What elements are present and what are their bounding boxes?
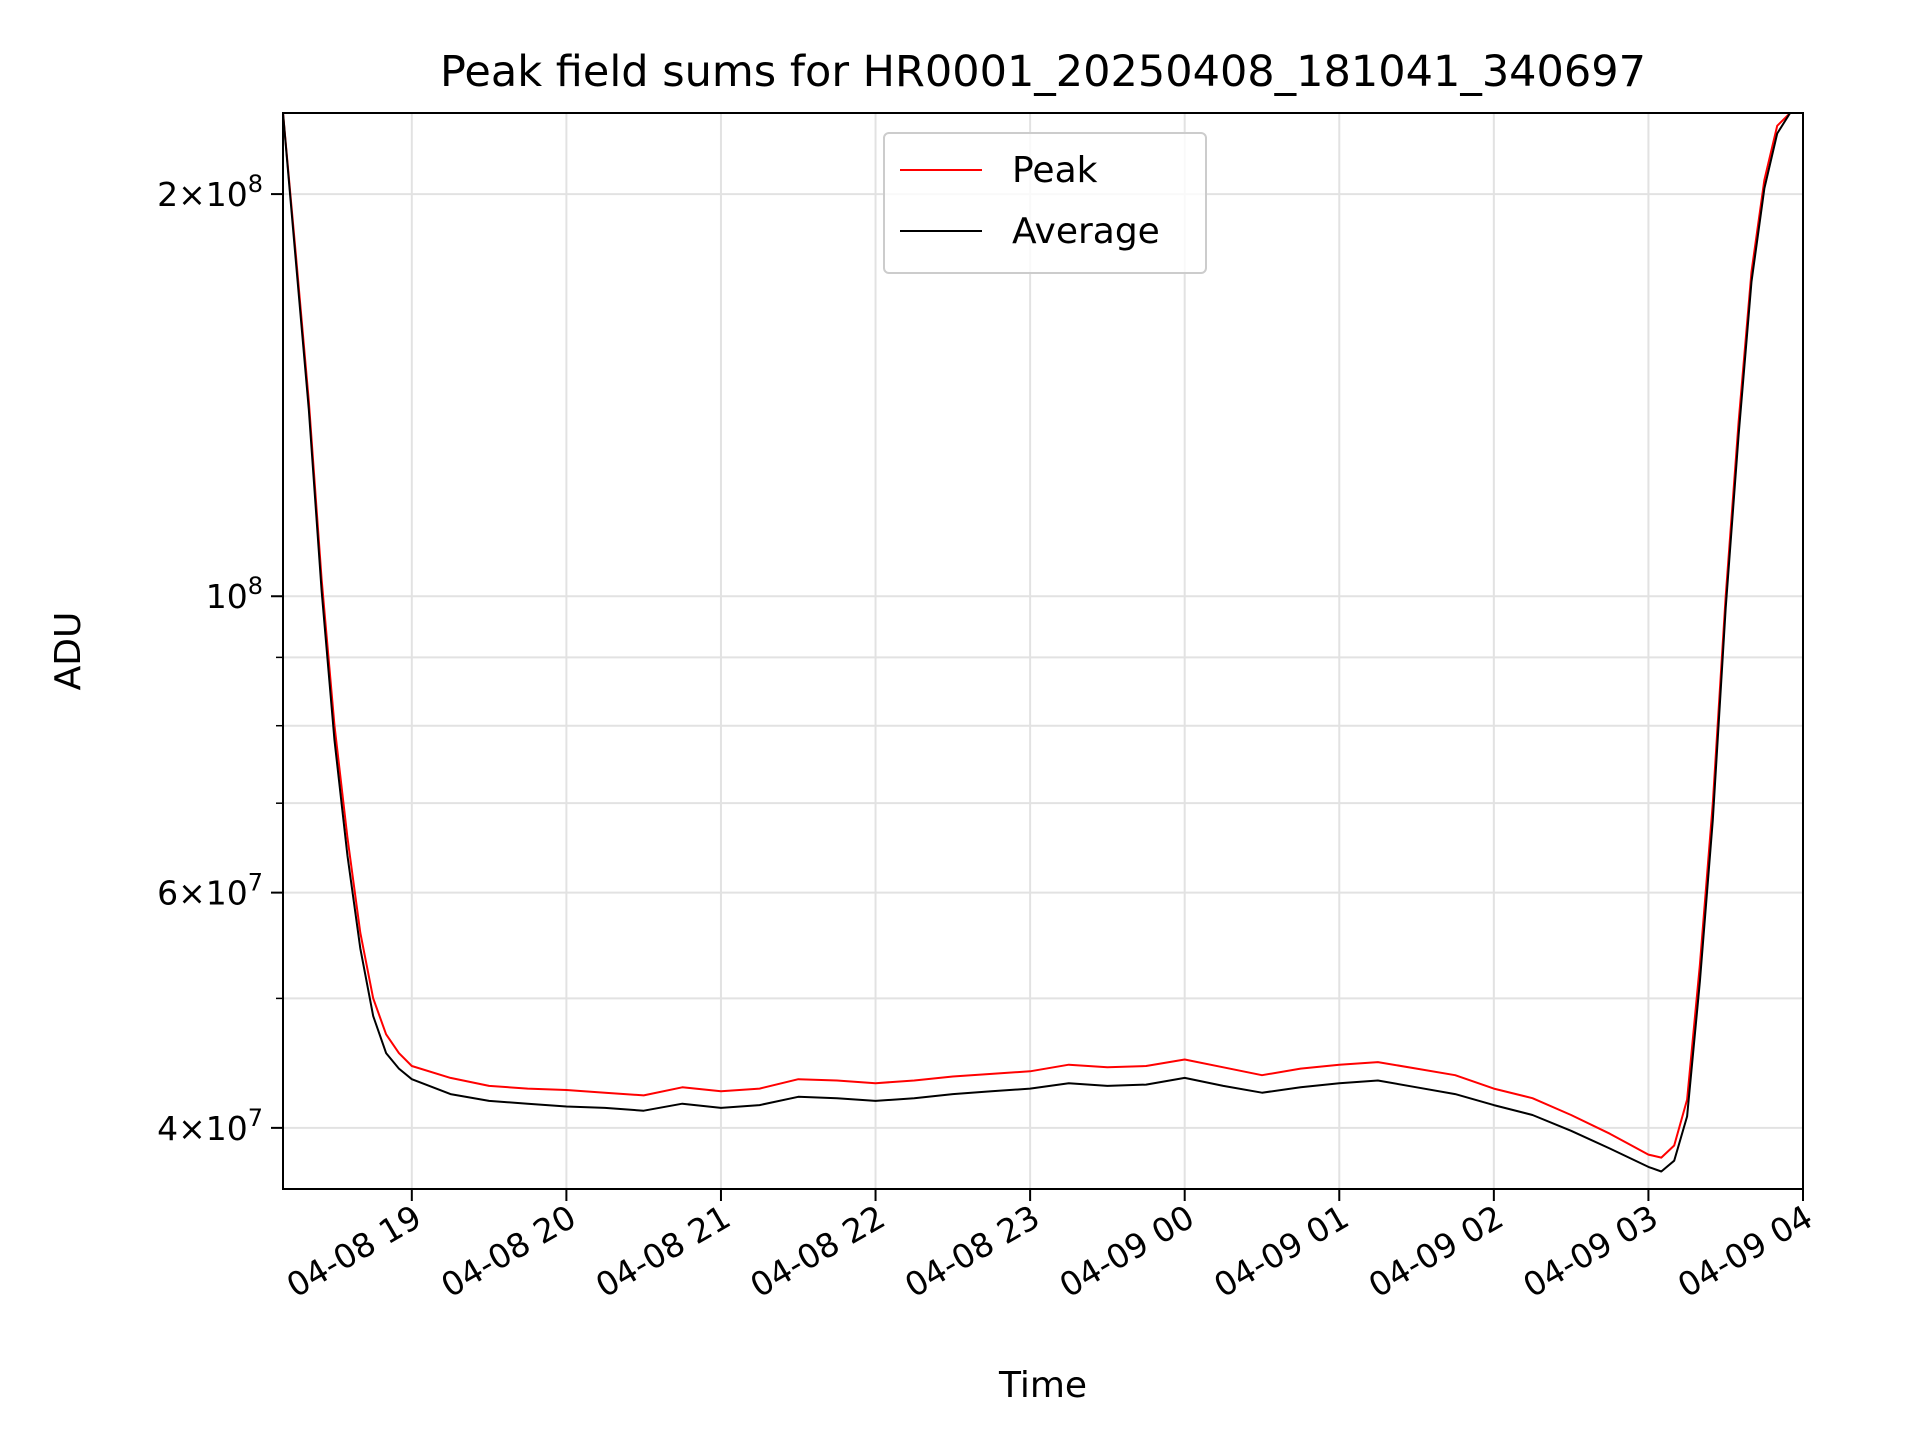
y-tick-exponent: 7 xyxy=(248,1104,263,1132)
y-tick-times: ×10 xyxy=(178,175,248,214)
y-tick-base: 6 xyxy=(157,874,178,913)
y-tick-base: 4 xyxy=(157,1109,178,1148)
chart-title: Peak field sums for HR0001_20250408_1810… xyxy=(440,47,1646,97)
y-axis-label: ADU xyxy=(48,612,89,691)
legend: Peak Average xyxy=(884,133,1206,273)
legend-label-peak: Peak xyxy=(1012,150,1098,191)
y-tick-label: 6×107 xyxy=(157,869,263,913)
y-tick-label: 4×107 xyxy=(157,1104,263,1148)
y-tick-times: ×10 xyxy=(178,874,248,913)
y-tick-base: 10 xyxy=(206,577,248,616)
y-tick-exponent: 7 xyxy=(248,869,263,897)
x-axis-label: Time xyxy=(998,1365,1087,1406)
y-tick-label: 2×108 xyxy=(157,170,263,214)
y-tick-exponent: 8 xyxy=(248,170,263,198)
y-tick-times: ×10 xyxy=(178,1109,248,1148)
chart: 04-08 19 04-08 20 04-08 21 04-08 22 04-08 23… xyxy=(0,0,1920,1440)
y-tick-exponent: 8 xyxy=(248,572,263,600)
legend-label-average: Average xyxy=(1012,211,1160,252)
y-tick-base: 2 xyxy=(157,175,178,214)
